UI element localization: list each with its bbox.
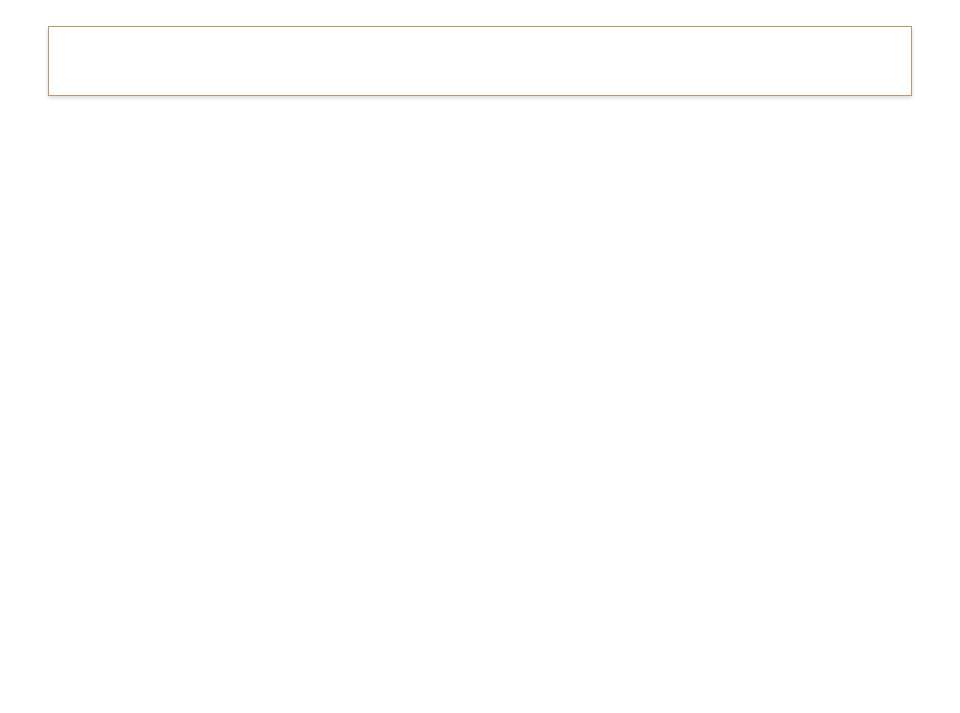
uterus-diagram-svg [40,120,920,400]
uterus-figure [40,120,920,400]
title-bar [48,26,912,96]
slide [0,0,960,713]
